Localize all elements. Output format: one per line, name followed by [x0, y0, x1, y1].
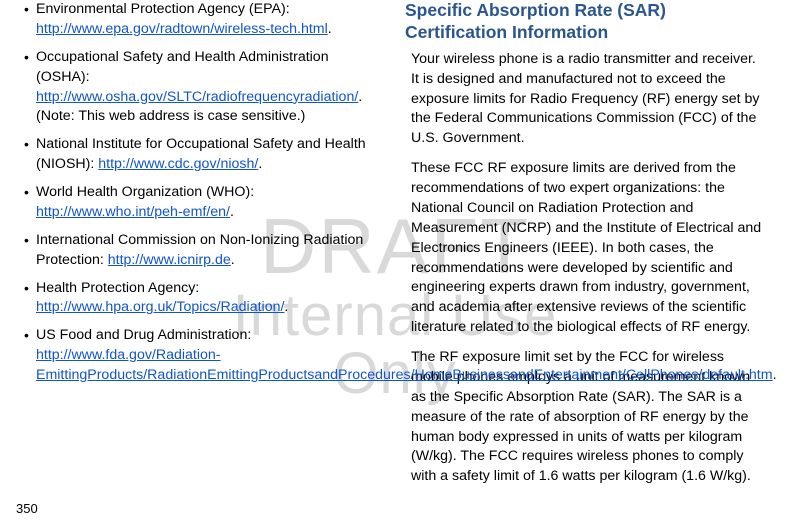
right-column: Specific Absorption Rate (SAR) Certifica…	[395, 0, 776, 526]
item-link[interactable]: http://www.cdc.gov/niosh/	[98, 156, 258, 172]
item-text: US Food and Drug Administration:	[36, 327, 251, 343]
list-item: National Institute for Occupational Safe…	[24, 135, 385, 175]
list-item: International Commission on Non-Ionizing…	[24, 231, 385, 271]
item-after: .	[231, 252, 235, 268]
paragraph: Your wireless phone is a radio transmitt…	[405, 50, 766, 149]
item-text: Health Protection Agency:	[36, 280, 199, 296]
item-link[interactable]: http://www.icnirp.de	[108, 252, 231, 268]
list-item: World Health Organization (WHO): http://…	[24, 183, 385, 223]
left-column: Environmental Protection Agency (EPA): h…	[14, 0, 395, 526]
list-item: Environmental Protection Agency (EPA): h…	[24, 0, 385, 40]
resource-list: Environmental Protection Agency (EPA): h…	[24, 0, 385, 386]
item-after: .	[773, 367, 777, 383]
item-after: .	[328, 21, 332, 37]
item-text: Environmental Protection Agency (EPA):	[36, 1, 290, 17]
page-content: Environmental Protection Agency (EPA): h…	[0, 0, 790, 526]
item-after: .	[284, 299, 288, 315]
paragraph: These FCC RF exposure limits are derived…	[405, 159, 766, 338]
list-item: Health Protection Agency: http://www.hpa…	[24, 279, 385, 319]
item-after: .	[258, 156, 262, 172]
item-after: .	[230, 204, 234, 220]
item-link[interactable]: http://www.who.int/peh-emf/en/	[36, 204, 230, 220]
list-item: Occupational Safety and Health Administr…	[24, 48, 385, 128]
section-heading: Specific Absorption Rate (SAR) Certifica…	[405, 0, 766, 44]
item-link[interactable]: http://www.hpa.org.uk/Topics/Radiation/	[36, 299, 284, 315]
item-text: Occupational Safety and Health Administr…	[36, 49, 329, 85]
item-text: World Health Organization (WHO):	[36, 184, 254, 200]
item-link[interactable]: http://www.osha.gov/SLTC/radiofrequencyr…	[36, 89, 358, 105]
item-link[interactable]: http://www.epa.gov/radtown/wireless-tech…	[36, 21, 328, 37]
list-item: US Food and Drug Administration: http://…	[24, 326, 385, 386]
